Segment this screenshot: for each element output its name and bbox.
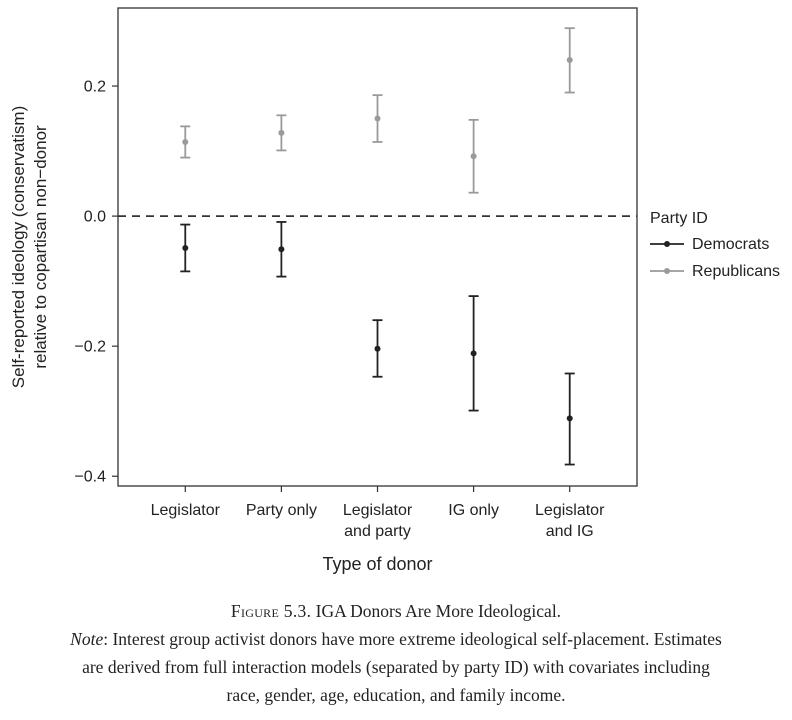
- x-axis-title: Type of donor: [322, 554, 432, 574]
- y-tick-label: −0.2: [74, 339, 106, 356]
- republicans-point: [566, 57, 573, 64]
- republicans-point: [278, 129, 285, 136]
- legend-label-republicans: Republicans: [692, 263, 780, 280]
- y-tick-label: −0.4: [74, 469, 106, 486]
- democrats-point: [374, 345, 381, 352]
- note-line-1: : Interest group activist donors have mo…: [103, 629, 722, 649]
- legend-marker-republicans: [664, 268, 670, 274]
- democrats-point: [278, 246, 285, 253]
- y-axis-title: Self-reported ideology (conservatism): [9, 106, 28, 389]
- democrats-point: [566, 415, 573, 422]
- legend-marker-democrats: [664, 241, 670, 247]
- x-tick-label: Legislator: [343, 502, 413, 519]
- caption-title-line: Figure 5.3. IGA Donors Are More Ideologi…: [0, 597, 792, 625]
- figure-label: Figure 5.3.: [230, 601, 312, 621]
- figure-caption: Figure 5.3. IGA Donors Are More Ideologi…: [0, 597, 792, 709]
- figure-title: IGA Donors Are More Ideological.: [315, 601, 562, 621]
- republicans-point: [182, 138, 189, 145]
- republicans-point: [374, 115, 381, 122]
- caption-note: Note: Interest group activist donors hav…: [0, 625, 792, 709]
- note-line-3: race, gender, age, education, and family…: [226, 685, 566, 705]
- y-tick-label: 0.0: [84, 209, 106, 226]
- legend-title: Party ID: [650, 210, 708, 227]
- note-line-2: are derived from full interaction models…: [82, 657, 710, 677]
- legend-label-democrats: Democrats: [692, 236, 769, 253]
- ideology-chart: 0.2 0.0 −0.2 −0.4 Legislator Party only Legisl…: [9, 7, 780, 574]
- x-tick-label: Party only: [246, 502, 317, 519]
- x-tick-label: Legislator: [151, 502, 221, 519]
- republicans-point: [470, 153, 477, 160]
- x-tick-label: Legislator: [535, 502, 605, 519]
- x-tick-label: and IG: [546, 523, 594, 540]
- y-tick-label: 0.2: [84, 79, 106, 96]
- x-tick-label: and party: [344, 523, 411, 540]
- democrats-point: [182, 244, 189, 251]
- plot-frame: [117, 7, 638, 487]
- democrats-point: [470, 350, 477, 357]
- note-label: Note: [70, 629, 104, 649]
- y-axis-title: relative to copartisan non−donor: [31, 125, 50, 369]
- x-tick-label: IG only: [448, 502, 499, 519]
